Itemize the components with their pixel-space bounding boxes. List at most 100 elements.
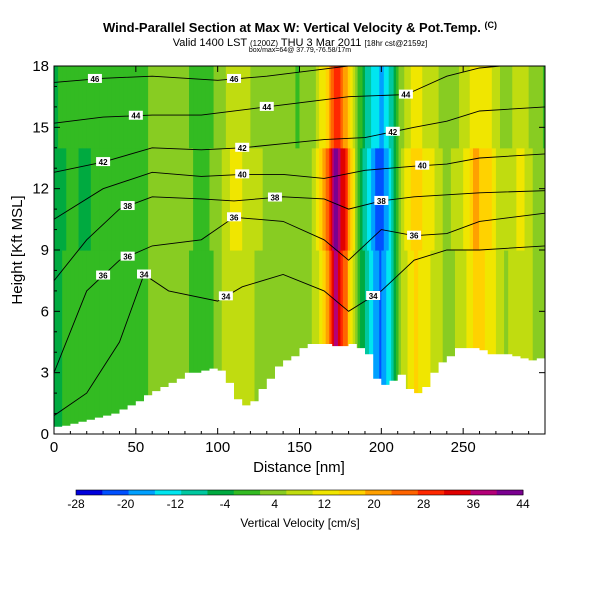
w-cell <box>234 250 239 434</box>
w-cell <box>360 66 364 149</box>
w-cell <box>459 250 464 434</box>
w-cell <box>459 147 464 251</box>
colorbar-tick-label: 44 <box>516 497 530 511</box>
w-cell <box>307 147 313 251</box>
w-cell <box>270 250 276 434</box>
w-cell <box>532 147 538 251</box>
isentropes: 34 34 34 36 36 36 36 38 38 38 40 40 42 42 42 44 44 44 46 46 <box>54 66 545 416</box>
w-cell <box>325 250 330 434</box>
isentrope-label-bg <box>128 110 143 120</box>
w-cell <box>144 66 149 149</box>
w-cell <box>434 66 440 149</box>
w-cell <box>131 147 137 251</box>
w-cell <box>299 250 305 434</box>
w-cell <box>225 147 231 251</box>
w-cell <box>345 66 349 149</box>
w-cell <box>74 66 80 149</box>
w-cell <box>274 250 280 434</box>
w-cell <box>388 147 392 251</box>
w-cell <box>332 66 335 149</box>
w-cell <box>508 66 513 149</box>
colorbar-swatch <box>233 490 261 495</box>
w-cell <box>450 147 456 251</box>
w-cell <box>127 147 133 251</box>
colorbar-tick-label: -20 <box>117 497 135 511</box>
w-cell <box>322 250 327 434</box>
w-cell <box>469 66 474 149</box>
x-tick-label: 0 <box>50 439 58 456</box>
w-cell <box>414 250 419 434</box>
w-cell <box>164 147 170 251</box>
w-cell <box>330 66 333 149</box>
w-cell <box>160 66 166 149</box>
w-cell <box>246 250 251 434</box>
colorbar-swatch <box>444 490 471 495</box>
w-cell <box>225 66 231 149</box>
w-cell <box>367 147 370 251</box>
w-cell <box>472 147 477 251</box>
isentrope-label: 34 <box>221 292 230 301</box>
w-cell <box>197 250 202 434</box>
w-cell <box>119 147 125 251</box>
w-cell <box>426 147 432 251</box>
colorbar-swatch <box>417 490 445 495</box>
w-cell <box>325 147 330 251</box>
w-cell <box>516 250 522 434</box>
w-cell <box>311 147 317 251</box>
colorbar-tick-label: 28 <box>417 497 431 511</box>
w-cell <box>311 66 317 149</box>
vertical-velocity-field <box>54 66 545 434</box>
w-cell <box>335 250 339 434</box>
w-cell <box>82 66 88 149</box>
w-cell <box>332 147 335 251</box>
isentrope-38 <box>54 190 545 281</box>
w-cell <box>209 250 215 434</box>
w-cell <box>454 147 460 251</box>
w-cell <box>295 147 301 251</box>
w-cell <box>442 66 448 149</box>
w-cell <box>66 66 71 149</box>
w-cell <box>111 147 116 251</box>
w-cell <box>362 147 366 251</box>
w-cell <box>536 147 540 251</box>
w-cell <box>375 250 378 434</box>
w-cell <box>342 250 346 434</box>
w-cell <box>70 66 76 149</box>
w-cell <box>70 147 76 251</box>
colorbar-swatch <box>76 490 103 495</box>
w-cell <box>328 66 332 149</box>
w-cell <box>131 66 137 149</box>
w-cell <box>337 147 342 251</box>
w-cell <box>438 250 444 434</box>
w-cell <box>495 250 501 434</box>
w-cell <box>303 250 309 434</box>
w-cell <box>242 147 247 251</box>
w-cell <box>499 147 505 251</box>
w-cell <box>221 147 227 251</box>
w-cell <box>404 250 409 434</box>
w-cell <box>479 66 483 149</box>
colorbar-tick-label: -4 <box>220 497 231 511</box>
w-cell <box>152 250 157 434</box>
w-cell <box>538 250 542 434</box>
w-cell <box>70 250 76 434</box>
w-cell <box>442 250 448 434</box>
w-cell <box>139 66 145 149</box>
w-cell <box>303 66 309 149</box>
w-cell <box>184 147 190 251</box>
w-cell <box>160 250 166 434</box>
w-cell <box>466 66 471 149</box>
w-cell <box>430 66 436 149</box>
isentrope-label-bg <box>235 169 250 179</box>
isentrope-label-bg <box>235 142 250 152</box>
w-cell <box>172 66 178 149</box>
isentrope-42 <box>54 106 545 173</box>
w-cell <box>352 66 356 149</box>
w-cell <box>369 66 372 149</box>
w-cell <box>418 250 423 434</box>
isentrope-label: 46 <box>90 75 99 84</box>
w-cell <box>295 250 301 434</box>
w-cell <box>481 147 486 251</box>
w-cell <box>283 66 288 149</box>
isentrope-label: 36 <box>230 213 239 222</box>
